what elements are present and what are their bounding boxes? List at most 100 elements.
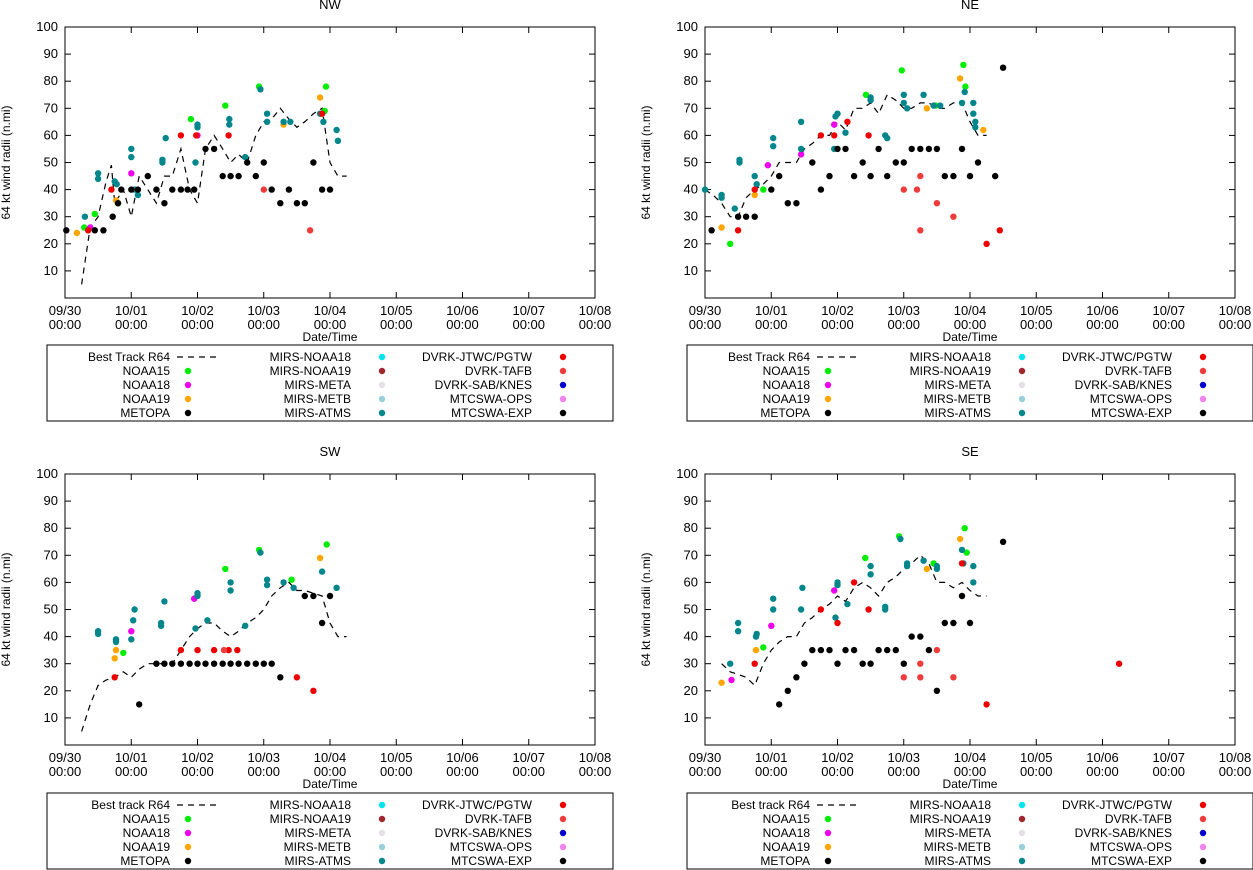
legend-label: MTCSWA-OPS	[450, 840, 532, 854]
data-point	[268, 660, 275, 667]
data-point	[290, 584, 297, 591]
legend-label: NOAA19	[763, 840, 811, 854]
legend-marker	[378, 829, 386, 837]
data-point	[134, 186, 142, 193]
best-track-line	[81, 107, 347, 285]
chart-title: SW	[320, 444, 342, 459]
series-noaa15	[760, 525, 970, 651]
data-point	[718, 679, 725, 686]
legend-marker	[824, 367, 832, 375]
data-point	[920, 91, 927, 99]
data-point	[809, 646, 816, 654]
legend-marker	[1199, 829, 1207, 837]
series-noaa15	[727, 61, 969, 247]
x-tick-label-time: 00:00	[115, 317, 148, 332]
x-tick-label-date: 10/01	[115, 303, 148, 318]
data-point	[793, 674, 800, 681]
data-point	[91, 210, 99, 218]
legend-label: NOAA15	[763, 364, 811, 378]
x-tick-label-time: 00:00	[1152, 764, 1185, 779]
data-point	[235, 660, 242, 667]
data-point	[191, 186, 198, 193]
series-noaa19	[718, 535, 964, 686]
data-point	[768, 186, 775, 193]
legend-marker	[184, 395, 192, 403]
legend-marker	[184, 843, 192, 851]
data-point	[908, 145, 915, 153]
data-point	[136, 701, 143, 708]
legend-label: NOAA15	[123, 812, 171, 826]
data-point	[832, 614, 839, 621]
data-point	[316, 94, 324, 101]
x-axis-label: Date/Time	[303, 330, 358, 344]
legend-label: MTCSWA-OPS	[1090, 392, 1172, 406]
series-noaa18	[764, 121, 838, 169]
x-tick-label-date: 10/08	[1219, 750, 1252, 765]
x-axis-label: Date/Time	[943, 330, 998, 344]
x-axis-label: Date/Time	[943, 777, 998, 791]
data-point	[94, 175, 102, 182]
series-dvrk-tafb	[900, 646, 957, 681]
legend-marker	[824, 829, 832, 837]
data-point	[219, 172, 226, 180]
data-point	[204, 617, 211, 624]
data-point	[285, 186, 293, 193]
legend-label: NOAA18	[763, 378, 811, 392]
legend-label: DVRK-SAB/KNES	[435, 378, 532, 392]
data-point	[73, 229, 81, 237]
x-tick-label-date: 10/06	[446, 303, 479, 318]
legend-marker	[559, 409, 567, 417]
legend-marker	[378, 367, 386, 375]
data-point	[753, 181, 760, 188]
x-tick-label-time: 00:00	[1020, 764, 1053, 779]
data-point	[970, 110, 977, 117]
data-point	[999, 64, 1007, 71]
data-point	[734, 619, 742, 627]
legend-label: DVRK-JTWC/PGTW	[422, 350, 533, 364]
legend-label: DVRK-TAFB	[1105, 364, 1172, 378]
y-axis-label: 64 kt wind radii (n.mi)	[639, 552, 653, 666]
legend-label: MIRS-NOAA18	[910, 350, 992, 364]
y-tick-label: 50	[44, 602, 58, 617]
x-tick-label-date: 10/02	[181, 303, 214, 318]
data-point	[260, 159, 267, 166]
data-point	[210, 145, 218, 153]
data-point	[844, 118, 851, 126]
data-point	[751, 660, 758, 667]
data-point	[892, 646, 899, 654]
legend-marker	[378, 815, 386, 823]
legend-label: MIRS-META	[925, 378, 991, 392]
legend-label: MTCSWA-EXP	[451, 854, 532, 868]
legend-marker	[184, 409, 192, 417]
series-noaa19	[111, 554, 324, 662]
legend-label: Best track R64	[731, 798, 810, 812]
legend-label: MIRS-META	[285, 826, 351, 840]
data-point	[263, 576, 271, 583]
data-point	[268, 186, 275, 193]
data-point	[859, 660, 866, 667]
data-point	[941, 172, 948, 180]
x-tick-label-date: 10/08	[579, 750, 612, 765]
data-point	[751, 213, 758, 220]
legend-marker	[1199, 857, 1207, 865]
data-point	[900, 186, 907, 193]
y-tick-label: 30	[684, 209, 698, 224]
legend-marker	[1199, 843, 1207, 851]
data-point	[958, 546, 966, 554]
data-point	[834, 619, 841, 627]
y-tick-label: 100	[676, 466, 698, 481]
data-point	[227, 660, 234, 667]
data-point	[320, 118, 327, 126]
data-point	[770, 606, 777, 613]
data-point	[280, 579, 287, 586]
x-tick-label-time: 00:00	[49, 764, 82, 779]
x-tick-label-time: 00:00	[1020, 317, 1053, 332]
legend-label: METOPA	[120, 406, 170, 420]
data-point	[842, 145, 849, 153]
legend-label: DVRK-SAB/KNES	[1075, 378, 1172, 392]
data-point	[177, 660, 185, 667]
legend-label: MIRS-METB	[284, 840, 351, 854]
legend-label: MTCSWA-OPS	[1090, 840, 1172, 854]
data-point	[850, 646, 858, 654]
x-tick-label-time: 00:00	[247, 764, 280, 779]
